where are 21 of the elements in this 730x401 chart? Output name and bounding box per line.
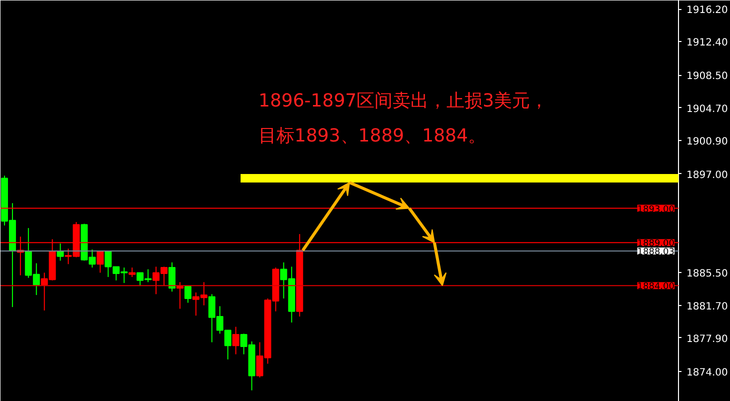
y-tick-label: 1916.20	[686, 5, 728, 16]
y-tick-label: 1885.50	[686, 268, 728, 280]
y-tick-label: 1897.00	[686, 170, 728, 181]
y-tick-label: 1900.90	[686, 136, 728, 148]
candlestick	[56, 243, 64, 262]
candlestick	[176, 282, 184, 310]
candlestick	[96, 250, 104, 274]
ref-line-label: 1888.03	[637, 247, 674, 258]
y-tick-label: 1912.40	[686, 38, 728, 49]
y-tick-label: 1877.90	[686, 334, 728, 345]
candlestick	[128, 267, 136, 278]
y-tick-label: 1881.70	[686, 301, 728, 312]
y-tick-label: 1908.50	[686, 71, 728, 82]
candlestick	[168, 262, 176, 292]
ref-line-label: 1893.00	[637, 204, 675, 215]
y-tick-label: 1904.70	[686, 104, 728, 115]
annotation: 1896-1897区间卖出，止损3美元，	[258, 90, 548, 112]
annotation: 目标1893、1889、1884。	[258, 126, 486, 146]
y-tick-label: 1874.00	[686, 367, 728, 378]
candlestick	[232, 326, 240, 355]
candlestick	[184, 286, 192, 304]
